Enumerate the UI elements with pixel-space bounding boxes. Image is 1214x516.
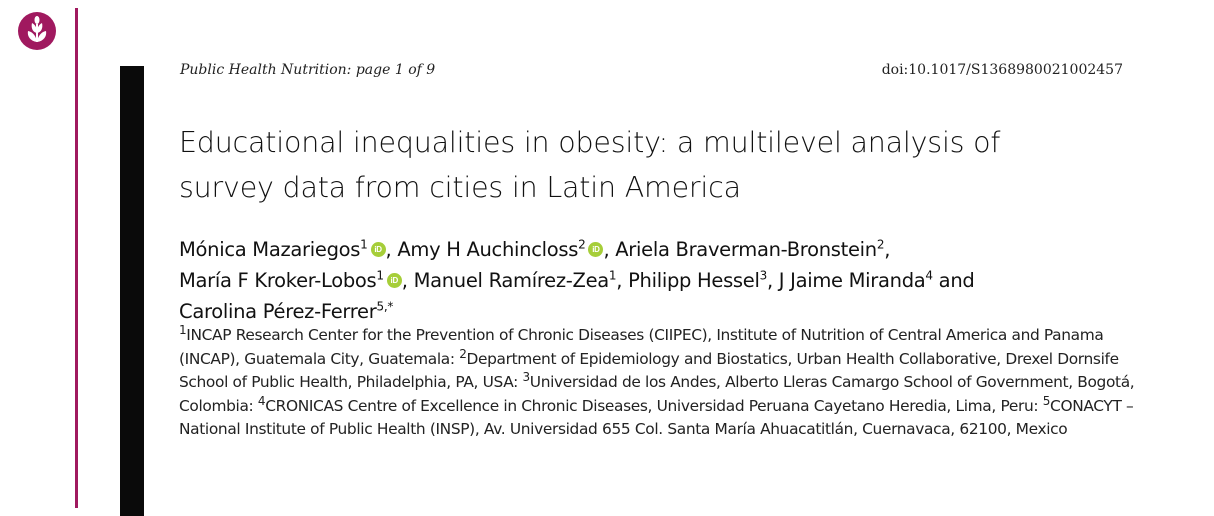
author-name: Mónica Mazariegos [179,238,361,261]
article-title: Educational inequalities in obesity: a m… [179,120,1119,210]
journal-logo-icon [18,12,56,50]
author-name: Manuel Ramírez-Zea [413,269,610,292]
affiliation-text: Universidad de los Andes, Alberto Lleras… [179,373,1135,415]
title-line: Educational inequalities in obesity: a m… [179,126,1001,159]
author-name: Carolina Pérez-Ferrer [179,300,377,323]
affiliations: 1INCAP Research Center for the Preventio… [179,324,1139,442]
title-line: survey data from cities in Latin America [179,171,741,204]
author-affiliation-number: 4 [925,268,933,283]
author-affiliation-number: 2 [876,237,885,252]
corresponding-author-mark: * [387,299,394,314]
author-affiliation-number: 1 [608,268,617,283]
author-name: Amy H Auchincloss [397,238,579,261]
orcid-icon[interactable] [370,242,386,257]
affiliation-text: INCAP Research Center for the Prevention… [179,326,1104,368]
affiliation-number: 3 [522,369,531,384]
author-affiliation-number: 1 [360,237,368,252]
author-name: Philipp Hessel [628,269,760,292]
orcid-icon[interactable] [386,273,402,288]
author-affiliation-number: 3 [759,268,768,283]
affiliation-number: 4 [257,393,266,408]
author-affiliation-number: 5, [376,299,388,314]
affiliation-number: 1 [179,322,187,337]
author-conjunction: and [938,269,975,292]
orcid-icon[interactable] [588,242,604,257]
affiliation-text: Department of Epidemiology and Biostatic… [179,349,1119,392]
side-rule [75,8,78,508]
author-name: J Jaime Miranda [778,269,926,292]
margin-black-bar [120,66,144,516]
author-affiliation-number: 1 [376,268,384,283]
author-list: Mónica Mazariegos1, Amy H Auchincloss2, … [179,234,1139,327]
running-head: Public Health Nutrition: page 1 of 9 [180,62,435,78]
author-name: Ariela Braverman-Bronstein [615,238,877,261]
affiliation-number: 5 [1042,393,1051,408]
page-info: : page 1 of 9 [346,62,436,78]
journal-name: Public Health Nutrition [180,62,347,78]
affiliation-text: CRONICAS Centre of Excellence in Chronic… [265,396,1039,415]
doi-link[interactable]: doi:10.1017/S1368980021002457 [881,62,1123,78]
author-name: María F Kroker-Lobos [179,269,377,292]
affiliation-text: CONACYT – National Institute of Public H… [179,396,1134,439]
author-affiliation-number: 2 [578,237,586,252]
affiliation-number: 2 [459,346,467,361]
